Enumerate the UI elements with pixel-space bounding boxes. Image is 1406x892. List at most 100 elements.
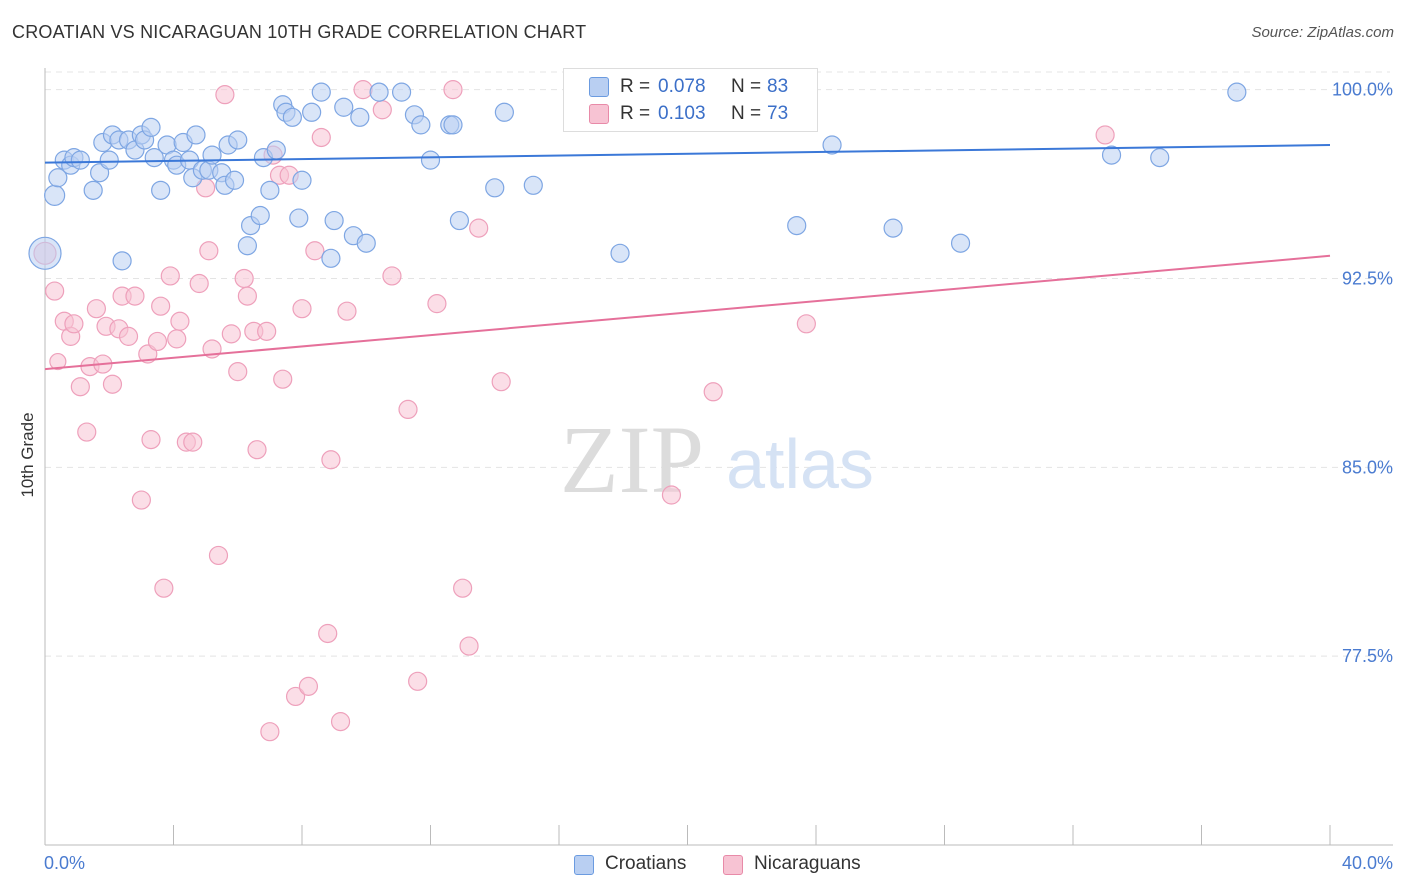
nicaraguans-point	[382, 266, 402, 286]
nicaraguans-point	[292, 299, 312, 319]
croatians-point	[224, 170, 245, 190]
croatians-point	[48, 168, 68, 188]
croatians-point	[99, 150, 119, 170]
y-tick-labels: 77.5% 85.0% 92.5% 100.0%	[1332, 80, 1393, 667]
nicaraguans-point	[70, 377, 90, 397]
nicaraguans-point	[125, 286, 145, 306]
y-tick-label: 100.0%	[1332, 80, 1393, 100]
chart-title: CROATIAN VS NICARAGUAN 10TH GRADE CORREL…	[12, 22, 587, 42]
nicaraguans-trend-line	[44, 254, 1331, 371]
y-tick-label: 85.0%	[1342, 457, 1393, 477]
nicaraguans-point	[86, 299, 107, 319]
nicaraguans-point	[353, 80, 373, 100]
legend-n-label: N =	[731, 103, 762, 124]
nicaraguans-point	[318, 623, 338, 644]
croatians-point	[523, 175, 543, 195]
croatians-point	[324, 210, 344, 231]
x-tick-label: 0.0%	[44, 853, 85, 873]
nicaraguans-point	[160, 266, 180, 286]
nicaraguans-point	[234, 268, 254, 289]
nicaraguans-point	[77, 422, 97, 442]
croatians-point	[787, 215, 807, 236]
croatians-point	[411, 115, 431, 135]
series-label-nicaraguans: Nicaraguans	[754, 853, 861, 874]
nicaraguans-point	[398, 399, 418, 420]
legend-row-croatians: R = 0.078 N = 83	[564, 74, 817, 100]
croatians-point	[112, 251, 132, 271]
croatians-point	[494, 102, 514, 122]
nicaraguans-point	[141, 430, 161, 450]
nicaraguans-point	[469, 218, 489, 238]
croatians-point	[883, 218, 903, 238]
nicaraguans-point	[321, 450, 341, 470]
nicaraguans-point	[102, 374, 123, 394]
croatians-point	[449, 210, 470, 231]
nicaraguans-point	[330, 712, 351, 732]
watermark-zip: ZIP	[560, 406, 704, 513]
nicaraguans-point	[305, 241, 325, 261]
legend-r-label: R =	[620, 103, 651, 124]
nicaraguans-point	[45, 281, 65, 301]
series-legend: Croatians Nicaraguans	[0, 852, 1406, 878]
nicaraguans-point	[64, 314, 84, 334]
croatians-point	[1101, 145, 1122, 165]
nicaraguans-point	[151, 296, 171, 316]
nicaraguans-point	[285, 686, 306, 707]
legend-r-value: 0.078	[658, 76, 706, 97]
nicaraguans-point	[170, 311, 190, 331]
watermark-atlas: atlas	[726, 425, 874, 503]
nicaraguans-point	[118, 326, 139, 346]
croatians-point	[151, 180, 171, 200]
nicaraguans-point	[661, 485, 682, 505]
nicaraguans-point	[703, 382, 723, 402]
croatians-point	[391, 82, 412, 102]
croatians-point	[237, 236, 257, 256]
nicaraguans-point	[408, 671, 428, 691]
series-swatch-nicaraguans	[723, 855, 743, 875]
croatians-point	[950, 233, 971, 253]
nicaraguans-points	[33, 80, 1115, 742]
croatians-point	[28, 236, 62, 270]
nicaraguans-point	[208, 545, 229, 566]
croatians-point	[292, 170, 312, 190]
nicaraguans-point	[154, 578, 174, 598]
croatians-point	[282, 107, 302, 127]
nicaraguans-point	[427, 294, 447, 314]
croatians-point	[1227, 82, 1247, 102]
nicaraguans-point	[260, 722, 280, 742]
croatians-point	[369, 82, 389, 102]
nicaraguans-point	[167, 329, 187, 349]
correlation-legend: R = 0.078 N = 83 R = 0.103 N = 73	[563, 68, 818, 132]
croatians-point	[266, 140, 286, 160]
y-axis-label: 10th Grade	[18, 412, 37, 497]
nicaraguans-point	[131, 490, 151, 510]
nicaraguans-point	[49, 352, 67, 371]
croatians-point	[228, 130, 248, 150]
nicaraguans-point	[372, 100, 392, 120]
legend-r-label: R =	[620, 76, 651, 97]
croatians-point	[250, 205, 270, 226]
nicaraguans-point	[1095, 125, 1115, 145]
nicaraguans-point	[796, 314, 816, 334]
croatians-point	[260, 180, 280, 200]
croatians-point	[44, 184, 66, 206]
croatians-point	[1150, 148, 1170, 168]
croatians-point	[356, 233, 376, 253]
legend-row-nicaraguans: R = 0.103 N = 73	[564, 101, 817, 127]
legend-r-value: 0.103	[658, 103, 706, 124]
legend-swatch-croatians	[589, 77, 609, 97]
legend-n-label: N =	[731, 76, 762, 97]
legend-swatch-nicaraguans	[589, 104, 609, 124]
nicaraguans-point	[257, 321, 277, 341]
nicaraguans-point	[443, 80, 463, 100]
nicaraguans-point	[337, 301, 357, 321]
croatians-trend-line	[44, 144, 1331, 164]
nicaraguans-point	[311, 127, 331, 148]
croatians-point	[443, 115, 463, 135]
nicaraguans-point	[273, 369, 293, 389]
croatians-point	[321, 248, 341, 268]
nicaraguans-point	[221, 324, 241, 344]
nicaraguans-point	[215, 85, 235, 105]
nicaraguans-point	[491, 372, 511, 392]
nicaraguans-point	[453, 578, 473, 598]
